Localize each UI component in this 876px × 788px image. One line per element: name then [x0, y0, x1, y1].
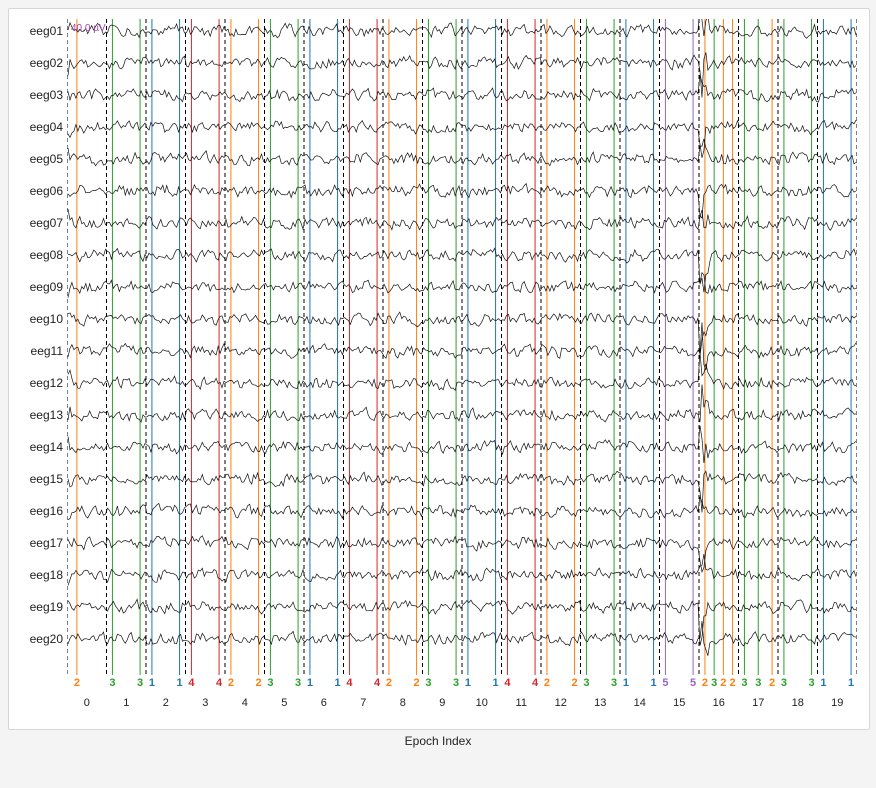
x-tick-label: 14 — [634, 697, 646, 709]
event-label: 1 — [623, 677, 629, 689]
event-label: 3 — [453, 677, 459, 689]
event-label: 1 — [335, 677, 341, 689]
event-label: 1 — [848, 677, 854, 689]
x-tick-label: 19 — [831, 697, 843, 709]
event-label: 3 — [611, 677, 617, 689]
eeg-waveform — [68, 209, 856, 230]
channel-label: eeg11 — [23, 344, 63, 358]
x-tick-label: 16 — [713, 697, 725, 709]
event-label: 1 — [307, 677, 313, 689]
x-tick-label: 3 — [202, 697, 208, 709]
channel-label: eeg19 — [23, 600, 63, 614]
channel-label: eeg15 — [23, 472, 63, 486]
channel-label: eeg16 — [23, 504, 63, 518]
event-label: 2 — [74, 677, 80, 689]
channel-label: eeg20 — [23, 632, 63, 646]
event-label: 1 — [493, 677, 499, 689]
event-label: 3 — [425, 677, 431, 689]
x-tick-label: 10 — [476, 697, 488, 709]
x-tick-label: 17 — [752, 697, 764, 709]
channel-label: eeg07 — [23, 216, 63, 230]
event-label: 3 — [583, 677, 589, 689]
x-tick-label: 13 — [594, 697, 606, 709]
channel-label: eeg08 — [23, 248, 63, 262]
eeg-waveform — [68, 426, 856, 463]
event-label: 2 — [730, 677, 736, 689]
x-tick-label: 5 — [281, 697, 287, 709]
event-label: 4 — [346, 677, 352, 689]
event-label: 2 — [720, 677, 726, 689]
x-tick-label: 18 — [792, 697, 804, 709]
event-label: 4 — [188, 677, 194, 689]
eeg-chart: 40.0 µV eeg01 eeg02 eeg03 eeg04 eeg05 eeg06 ee… — [8, 8, 870, 730]
channel-label: eeg05 — [23, 152, 63, 166]
x-tick-label: 11 — [516, 697, 527, 709]
channel-label: eeg06 — [23, 184, 63, 198]
event-label: 2 — [228, 677, 234, 689]
x-tick-label: 12 — [555, 697, 567, 709]
event-label: 2 — [769, 677, 775, 689]
event-label: 3 — [755, 677, 761, 689]
event-label: 5 — [662, 677, 668, 689]
event-label: 3 — [295, 677, 301, 689]
channel-label: eeg09 — [23, 280, 63, 294]
x-tick-label: 0 — [84, 697, 90, 709]
event-label: 2 — [544, 677, 550, 689]
event-label: 3 — [809, 677, 815, 689]
event-label: 1 — [651, 677, 657, 689]
channel-label: eeg12 — [23, 376, 63, 390]
plot-area[interactable] — [67, 19, 857, 699]
channel-label: eeg01 — [23, 24, 63, 38]
channel-label: eeg17 — [23, 536, 63, 550]
event-label: 3 — [741, 677, 747, 689]
channel-label: eeg02 — [23, 56, 63, 70]
event-label: 3 — [711, 677, 717, 689]
event-label: 2 — [386, 677, 392, 689]
event-label: 4 — [532, 677, 538, 689]
x-tick-label: 15 — [673, 697, 685, 709]
x-tick-label: 2 — [163, 697, 169, 709]
event-label: 1 — [177, 677, 183, 689]
event-label: 1 — [149, 677, 155, 689]
x-tick-label: 7 — [360, 697, 366, 709]
scale-annotation: 40.0 µV — [71, 23, 106, 34]
event-label: 1 — [465, 677, 471, 689]
event-label: 4 — [216, 677, 222, 689]
event-label: 2 — [702, 677, 708, 689]
event-label: 3 — [137, 677, 143, 689]
event-label: 2 — [414, 677, 420, 689]
x-tick-label: 4 — [242, 697, 248, 709]
x-axis-label: Epoch Index — [405, 734, 472, 788]
channel-label: eeg13 — [23, 408, 63, 422]
event-label: 3 — [267, 677, 273, 689]
event-label: 2 — [256, 677, 262, 689]
channel-label: eeg10 — [23, 312, 63, 326]
event-label: 5 — [690, 677, 696, 689]
channel-label: eeg18 — [23, 568, 63, 582]
channel-label: eeg04 — [23, 120, 63, 134]
event-label: 4 — [374, 677, 380, 689]
event-label: 3 — [109, 677, 115, 689]
x-tick-label: 1 — [123, 697, 129, 709]
x-tick-label: 6 — [321, 697, 327, 709]
channel-label: eeg03 — [23, 88, 63, 102]
event-label: 4 — [504, 677, 510, 689]
event-label: 3 — [781, 677, 787, 689]
event-label: 1 — [820, 677, 826, 689]
event-label: 2 — [572, 677, 578, 689]
channel-label: eeg14 — [23, 440, 63, 454]
x-tick-label: 8 — [400, 697, 406, 709]
x-tick-label: 9 — [439, 697, 445, 709]
